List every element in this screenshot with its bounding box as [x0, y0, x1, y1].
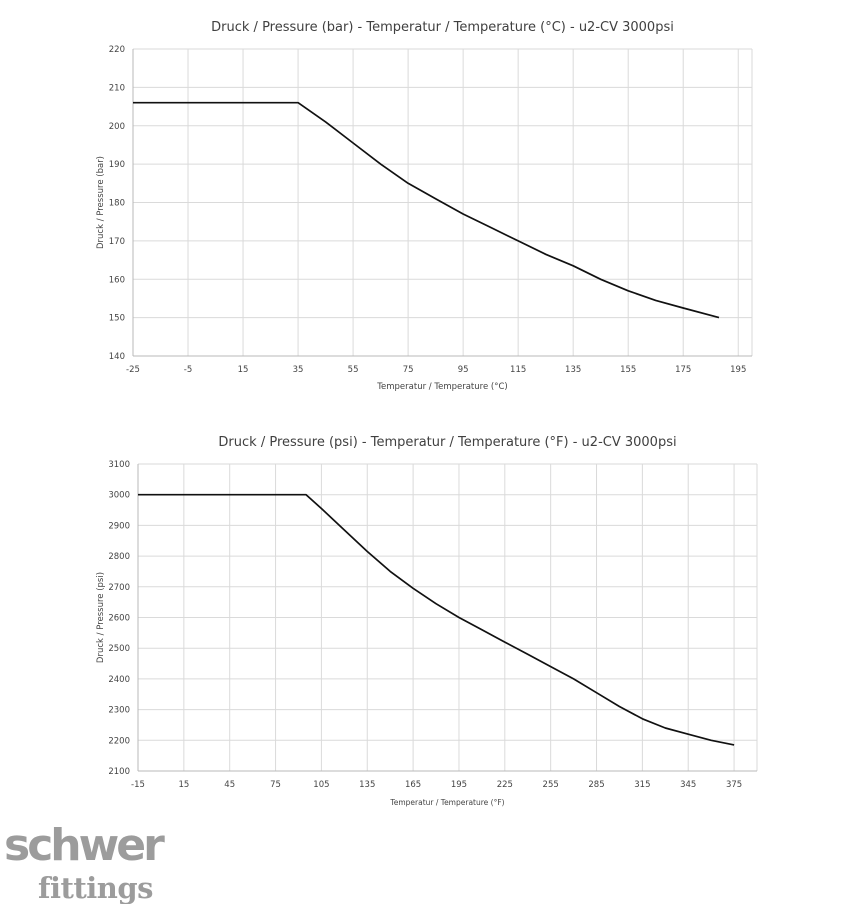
y-tick-label: 2900 — [108, 521, 130, 531]
x-axis-label: Temperatur / Temperature (°C) — [376, 382, 507, 392]
x-tick-label: 195 — [451, 780, 467, 790]
pressure-psi-chart: Druck / Pressure (psi) - Temperatur / Te… — [96, 435, 758, 807]
y-tick-label: 2100 — [108, 767, 130, 777]
y-tick-label: 3100 — [108, 460, 130, 470]
pressure-bar-chart: Druck / Pressure (bar) - Temperatur / Te… — [96, 20, 753, 392]
chart-title: Druck / Pressure (bar) - Temperatur / Te… — [211, 20, 674, 35]
x-tick-label: 55 — [348, 365, 359, 375]
x-tick-label: 175 — [675, 365, 691, 375]
chart-title: Druck / Pressure (psi) - Temperatur / Te… — [218, 435, 676, 450]
pressure-curve — [133, 101, 720, 319]
y-axis-label: Druck / Pressure (psi) — [96, 572, 106, 663]
y-tick-label: 2500 — [108, 644, 130, 654]
logo-word-fittings: fittings — [38, 871, 153, 904]
x-axis-label: Temperatur / Temperature (°F) — [389, 798, 504, 807]
y-tick-label: 170 — [109, 237, 125, 247]
x-tick-label: 165 — [405, 780, 421, 790]
x-tick-label: 345 — [680, 780, 696, 790]
y-tick-label: 2400 — [108, 675, 130, 685]
y-axis-label: Druck / Pressure (bar) — [96, 156, 106, 249]
y-tick-label: 2200 — [108, 736, 130, 746]
logo-word-schwer: schwer — [4, 820, 165, 871]
x-tick-label: -5 — [184, 365, 192, 375]
x-tick-label: 95 — [458, 365, 469, 375]
y-tick-label: 200 — [109, 122, 125, 132]
x-tick-label: 285 — [588, 780, 604, 790]
y-tick-label: 2300 — [108, 706, 130, 716]
x-tick-label: -15 — [131, 780, 145, 790]
schwer-fittings-logo: schwer fittings — [4, 820, 168, 904]
x-tick-label: 225 — [497, 780, 513, 790]
x-tick-label: 135 — [565, 365, 581, 375]
x-tick-label: 105 — [313, 780, 329, 790]
y-tick-label: 150 — [109, 314, 125, 324]
x-tick-label: 375 — [726, 780, 742, 790]
y-tick-label: 2600 — [108, 614, 130, 624]
x-tick-label: 135 — [359, 780, 375, 790]
x-tick-label: 15 — [178, 780, 189, 790]
x-tick-label: 35 — [293, 365, 304, 375]
x-tick-label: 45 — [224, 780, 235, 790]
x-tick-label: 315 — [634, 780, 650, 790]
y-tick-label: 190 — [109, 160, 125, 170]
y-tick-label: 220 — [109, 45, 125, 55]
x-tick-label: 115 — [510, 365, 526, 375]
y-tick-label: 160 — [109, 275, 125, 285]
x-tick-label: 75 — [403, 365, 414, 375]
x-tick-label: 155 — [620, 365, 636, 375]
y-tick-label: 210 — [109, 83, 125, 93]
x-tick-label: 195 — [730, 365, 746, 375]
y-tick-label: 180 — [109, 199, 125, 209]
x-tick-label: -25 — [126, 365, 140, 375]
y-tick-label: 2700 — [108, 583, 130, 593]
y-tick-label: 140 — [109, 352, 125, 362]
y-tick-label: 3000 — [108, 491, 130, 501]
x-tick-label: 255 — [543, 780, 559, 790]
x-tick-label: 15 — [238, 365, 249, 375]
x-tick-label: 75 — [270, 780, 281, 790]
y-tick-label: 2800 — [108, 552, 130, 562]
pressure-curve — [138, 493, 735, 746]
